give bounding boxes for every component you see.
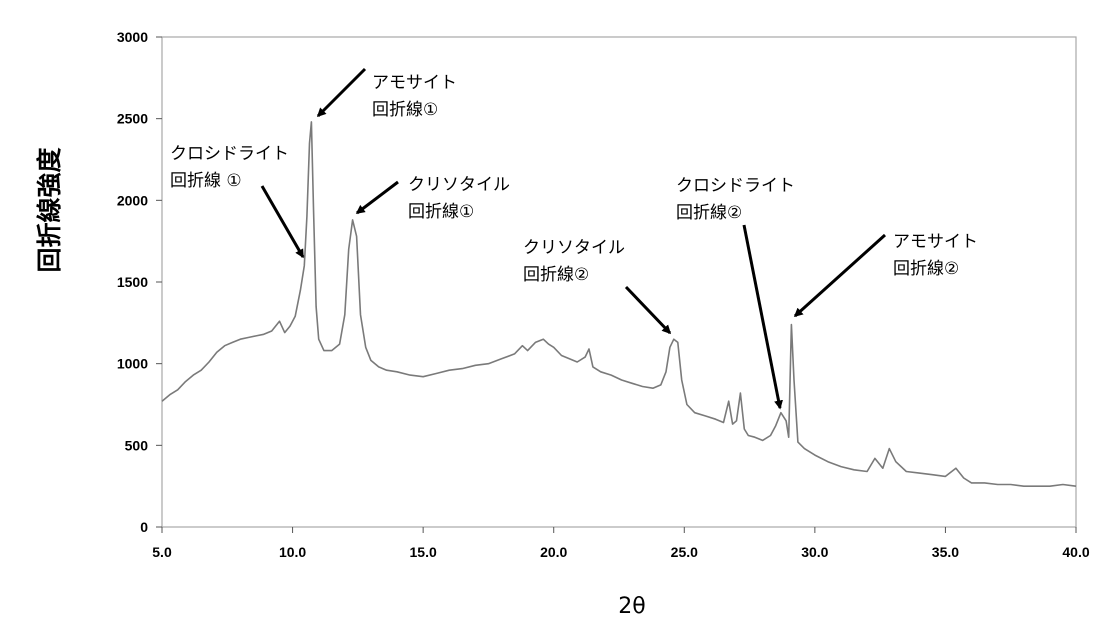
annotation-label: 回折線② (676, 203, 742, 223)
annotation-label: クロシドライト (170, 144, 289, 164)
annotation-label: クリソタイル (523, 238, 625, 258)
annotation-arrow (742, 224, 783, 410)
x-tick-label: 10.0 (279, 544, 306, 560)
x-tick-label: 30.0 (801, 544, 828, 560)
x-tick-label: 25.0 (671, 544, 698, 560)
annotation-label: 回折線② (893, 259, 959, 279)
plot-frame (161, 36, 1077, 528)
annotation-arrow (260, 185, 305, 259)
annotation-label: アモサイト (372, 73, 457, 93)
annotation-label: クリソタイル (408, 175, 510, 195)
x-tick-label: 5.0 (152, 544, 172, 560)
x-axis-title: 2θ (618, 594, 645, 619)
y-tick-label: 1000 (117, 356, 148, 372)
annotation-label: 回折線 ① (170, 171, 242, 191)
y-tick-label: 1500 (117, 274, 148, 290)
y-tick-label: 2500 (117, 111, 148, 127)
y-tick-label: 2000 (117, 192, 148, 208)
y-axis-title: 回折線強度 (35, 147, 64, 272)
annotation-arrow (316, 67, 367, 118)
y-axis: 0 500 1000 1500 2000 2500 3000 (117, 29, 162, 535)
y-tick-label: 0 (140, 519, 148, 535)
annotation-arrow (355, 180, 399, 215)
x-axis: 5.0 10.0 15.0 20.0 25.0 30.0 35.0 40.0 (152, 527, 1090, 560)
series-layer (161, 121, 1077, 487)
annotation-label: 回折線① (408, 202, 474, 222)
y-tick-label: 3000 (117, 29, 148, 45)
annotation-arrow (793, 233, 887, 318)
diffraction-series-line (161, 121, 1077, 487)
annotation-label: アモサイト (893, 232, 978, 252)
annotation-label: 回折線② (523, 265, 589, 285)
y-tick-label: 500 (125, 437, 149, 453)
x-tick-label: 15.0 (410, 544, 437, 560)
annotation-arrow (624, 285, 672, 335)
annotation-label: クロシドライト (676, 176, 795, 196)
annotation-label: 回折線① (372, 100, 438, 120)
x-tick-label: 40.0 (1062, 544, 1089, 560)
x-tick-label: 20.0 (540, 544, 567, 560)
x-tick-label: 35.0 (932, 544, 959, 560)
